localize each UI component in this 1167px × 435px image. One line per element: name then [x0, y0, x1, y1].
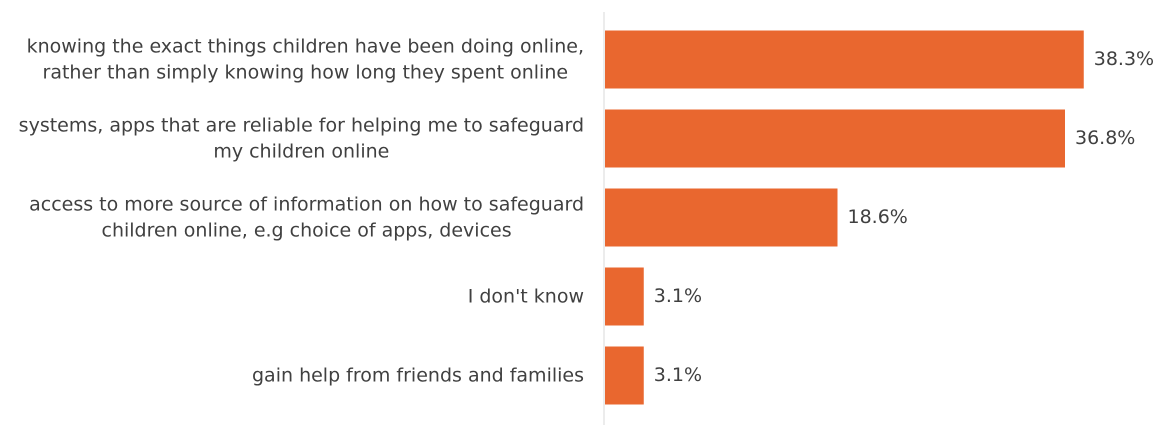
- bar-4: [605, 267, 644, 326]
- category-label-line: I don't know: [468, 285, 584, 307]
- category-label-4: I don't know: [468, 285, 584, 307]
- category-label-line: gain help from friends and families: [252, 364, 584, 386]
- bar-3: [605, 188, 838, 247]
- category-label-line: my children online: [213, 140, 389, 162]
- category-label-2: systems, apps that are reliable for help…: [19, 114, 584, 162]
- bar-2: [605, 109, 1065, 168]
- category-label-line: access to more source of information on …: [29, 193, 584, 215]
- value-label-5: 3.1%: [654, 364, 702, 386]
- category-label-3: access to more source of information on …: [29, 193, 584, 241]
- bar-5: [605, 346, 644, 405]
- category-label-1: knowing the exact things children have b…: [27, 35, 584, 83]
- category-label-5: gain help from friends and families: [252, 364, 584, 386]
- value-label-1: 38.3%: [1094, 48, 1154, 70]
- category-label-line: children online, e.g choice of apps, dev…: [102, 219, 512, 241]
- value-label-2: 36.8%: [1075, 127, 1135, 149]
- value-labels-layer: 38.3% 36.8% 18.6% 3.1% 3.1%: [654, 48, 1154, 386]
- category-label-line: knowing the exact things children have b…: [27, 35, 584, 57]
- bar-1: [605, 30, 1084, 89]
- category-labels-layer: knowing the exact things children have b…: [19, 35, 584, 386]
- value-label-4: 3.1%: [654, 285, 702, 307]
- bars-layer: [605, 30, 1084, 405]
- category-label-line: systems, apps that are reliable for help…: [19, 114, 584, 136]
- category-label-line: rather than simply knowing how long they…: [43, 61, 569, 83]
- value-label-3: 18.6%: [848, 206, 908, 228]
